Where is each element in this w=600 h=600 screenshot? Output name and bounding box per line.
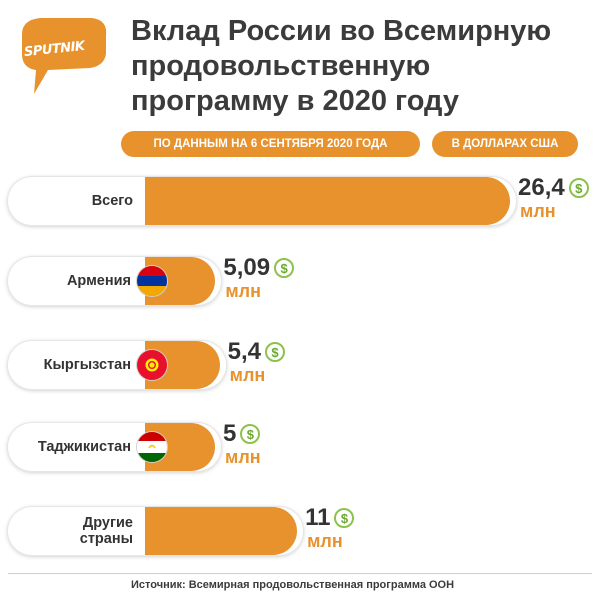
page-title: Вклад России во Всемирную продовольствен… xyxy=(131,15,552,117)
source-note: Источник: Всемирная продовольственная пр… xyxy=(131,579,455,591)
unit-label: млн xyxy=(307,531,343,551)
dollar-icon: $ xyxy=(240,424,261,444)
value-number: 5,09 xyxy=(223,254,271,281)
category-label: Армения xyxy=(66,273,131,289)
dollar-icon: $ xyxy=(334,508,355,528)
dollar-icon: $ xyxy=(265,342,286,362)
value-number: 26,4 xyxy=(518,174,565,201)
value-label: 5,4 $ xyxy=(227,338,286,365)
category-label: Другие страны xyxy=(79,515,133,547)
armenia-flag xyxy=(137,266,167,296)
value-label: 26,4 $ xyxy=(518,175,589,201)
value-label: 5 $ xyxy=(223,420,261,447)
value-number: 5 xyxy=(223,420,237,447)
kyrgyzstan-flag xyxy=(137,350,167,380)
category-label: Кыргызстан xyxy=(43,357,131,373)
category-label: Таджикистан xyxy=(37,439,131,455)
value-number: 11 xyxy=(305,504,331,531)
tajikistan-flag xyxy=(137,432,167,462)
category-label: Всего xyxy=(91,193,133,209)
unit-label: млн xyxy=(225,447,261,467)
unit-label: млн xyxy=(520,201,556,221)
bar xyxy=(145,177,510,225)
dollar-icon: $ xyxy=(274,258,295,278)
bar xyxy=(145,507,298,555)
unit-label: млн xyxy=(225,281,261,301)
currency-badge: В ДОЛЛАРАХ США xyxy=(432,131,578,157)
unit-label: млн xyxy=(229,365,266,385)
date-badge: ПО ДАННЫМ НА 6 СЕНТЯБРЯ 2020 ГОДА xyxy=(121,131,420,157)
dollar-icon: $ xyxy=(568,178,589,198)
value-label: 5,09 $ xyxy=(223,254,295,281)
value-label: 11 $ xyxy=(305,504,355,531)
source-divider xyxy=(8,573,592,574)
logo-shape xyxy=(22,18,107,94)
value-number: 5,4 xyxy=(227,338,262,365)
sputnik-logo: SPUTNIK xyxy=(18,14,110,98)
